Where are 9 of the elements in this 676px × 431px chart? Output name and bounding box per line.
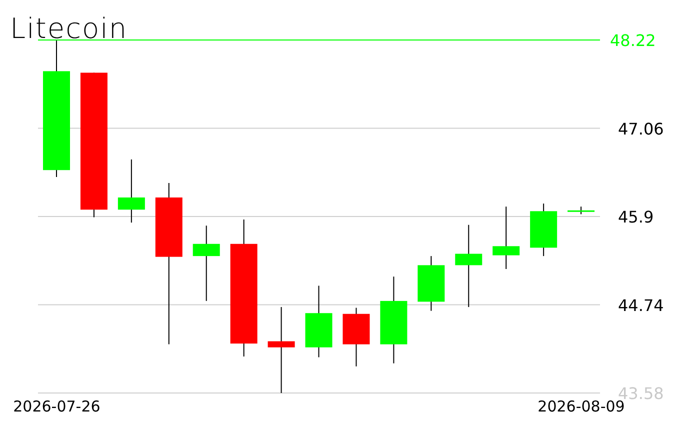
candlestick bbox=[455, 224, 482, 308]
x-tick-label: 2026-07-26 bbox=[13, 398, 100, 416]
chart-title: Litecoin bbox=[10, 12, 128, 45]
y-tick-label: 45.9 bbox=[618, 208, 654, 226]
y-tick-label: 44.74 bbox=[618, 296, 664, 315]
candlestick bbox=[492, 206, 520, 270]
candlestick bbox=[268, 306, 295, 393]
ref-line-label: 48.22 bbox=[610, 31, 656, 50]
y-tick-label: 47.06 bbox=[618, 119, 664, 138]
